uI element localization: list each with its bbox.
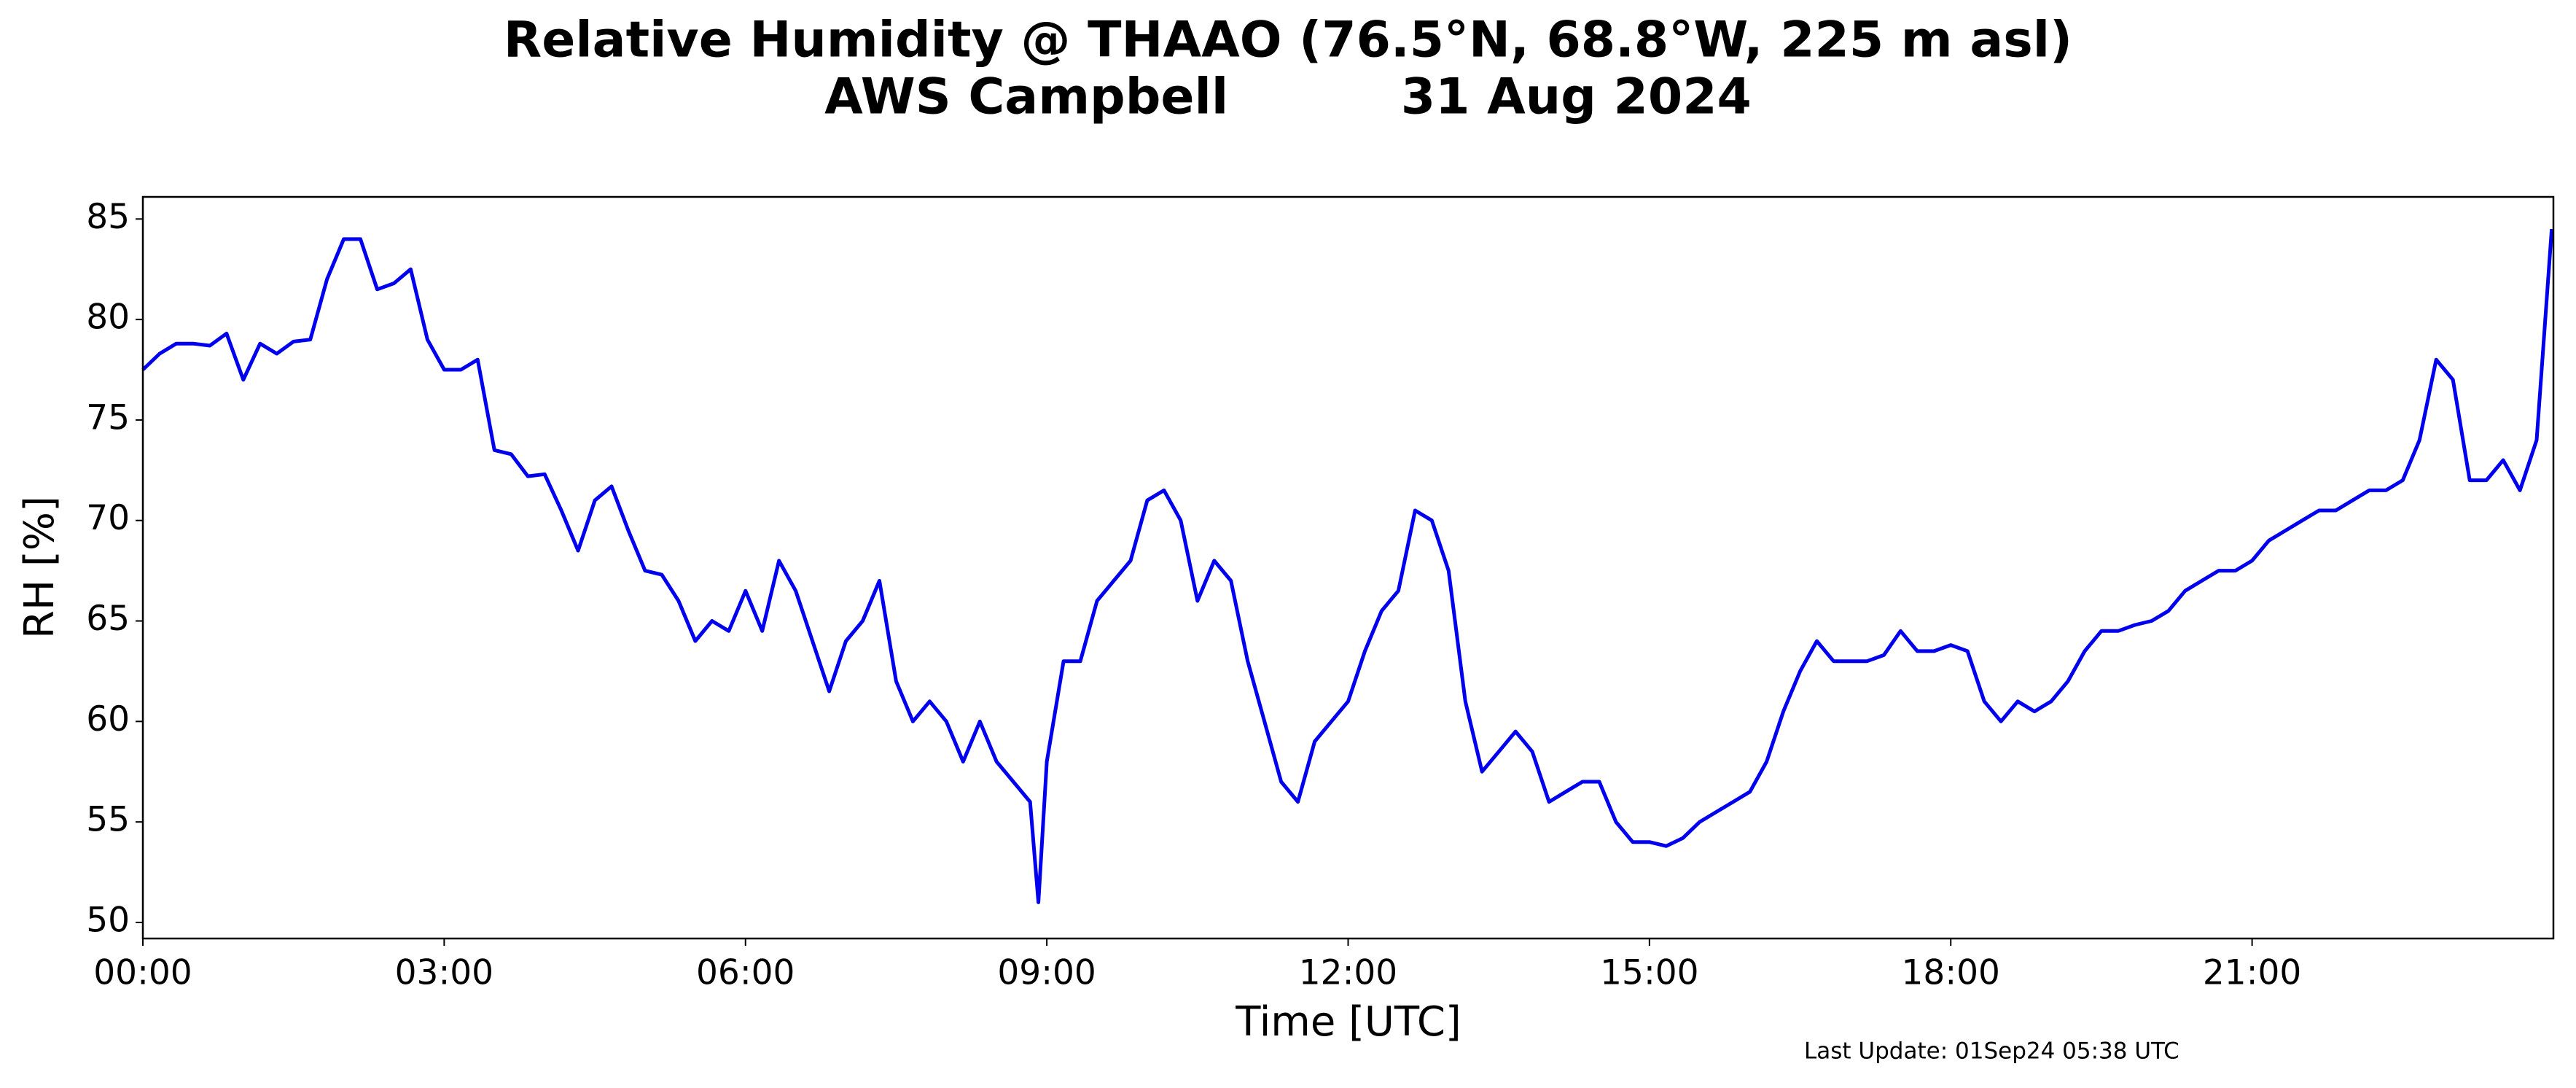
annotation: Last Update: 01Sep24 05:38 UTC bbox=[1804, 1038, 2179, 1065]
plot-frame bbox=[141, 195, 2555, 940]
y-tick-label: 65 bbox=[86, 599, 130, 639]
x-tick-label: 15:00 bbox=[1600, 953, 1698, 993]
y-tick-label: 55 bbox=[86, 800, 130, 840]
y-tick-label: 60 bbox=[86, 699, 130, 739]
y-tick-label: 70 bbox=[86, 498, 130, 538]
chart-subtitle: AWS Campbell 31 Aug 2024 bbox=[824, 69, 1752, 126]
x-tick-label: 18:00 bbox=[1902, 953, 2000, 993]
x-tick-label: 09:00 bbox=[997, 953, 1096, 993]
chart-title: Relative Humidity @ THAAO (76.5°N, 68.8°… bbox=[504, 12, 2072, 69]
y-tick-label: 50 bbox=[86, 900, 130, 940]
x-tick-label: 21:00 bbox=[2203, 953, 2301, 993]
x-tick-label: 12:00 bbox=[1299, 953, 1397, 993]
line bbox=[141, 228, 2554, 904]
x-tick-label: 03:00 bbox=[395, 953, 493, 993]
y-tick-label: 75 bbox=[86, 397, 130, 438]
x-tick-label: 00:00 bbox=[93, 953, 192, 993]
y-tick-label: 85 bbox=[86, 197, 130, 237]
y-tick-label: 80 bbox=[86, 298, 130, 338]
x-tick-label: 06:00 bbox=[696, 953, 795, 993]
y-axis-label: RH [%] bbox=[16, 496, 63, 639]
x-axis-label: Time [UTC] bbox=[1235, 998, 1461, 1046]
